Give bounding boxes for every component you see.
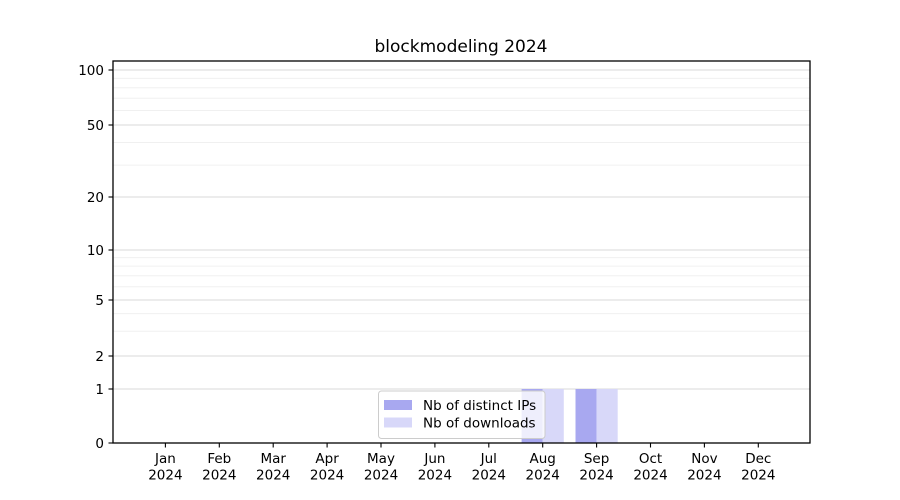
chart-title: blockmodeling 2024 (375, 37, 548, 57)
x-tick-label-month-sep: Sep (584, 451, 609, 467)
plot-frame (112, 60, 811, 444)
x-tick-label-year-jul: 2024 (472, 468, 506, 484)
legend: Nb of distinct IPs Nb of downloads (378, 390, 546, 439)
x-tick-label-month-apr: Apr (315, 451, 339, 467)
x-tick-label-month-jul: Jul (480, 451, 497, 467)
bar-downloads-aug (542, 389, 564, 443)
x-tick-label-month-oct: Oct (639, 451, 662, 467)
x-tick-label-month-dec: Dec (745, 451, 771, 467)
major-gridlines (113, 69, 810, 390)
y-tick-label-50: 50 (87, 118, 104, 134)
x-tick-label-year-mar: 2024 (256, 468, 290, 484)
x-tick-label-year-jun: 2024 (418, 468, 452, 484)
x-tick-label-year-sep: 2024 (579, 468, 613, 484)
x-tick-label-year-jan: 2024 (148, 468, 182, 484)
legend-label-downloads: Nb of downloads (423, 416, 536, 432)
x-tick-label-year-aug: 2024 (526, 468, 560, 484)
legend-swatch-downloads (384, 417, 412, 428)
y-tick-label-100: 100 (78, 63, 104, 79)
y-tick-label-1: 1 (95, 382, 104, 398)
axes: 0125102050100Jan2024Feb2024Mar2024Apr202… (78, 63, 775, 484)
bar-downloads-sep (596, 389, 618, 443)
x-tick-label-month-jun: Jun (423, 451, 445, 467)
x-tick-label-month-mar: Mar (260, 451, 286, 467)
x-tick-label-year-feb: 2024 (202, 468, 236, 484)
y-tick-label-2: 2 (95, 349, 104, 365)
x-tick-label-month-aug: Aug (530, 451, 556, 467)
x-tick-label-year-may: 2024 (364, 468, 398, 484)
x-tick-label-month-jan: Jan (154, 451, 176, 467)
y-tick-label-5: 5 (95, 293, 104, 309)
x-tick-label-month-feb: Feb (207, 451, 231, 467)
x-tick-label-year-dec: 2024 (741, 468, 775, 484)
legend-label-distinct-ips: Nb of distinct IPs (423, 398, 536, 414)
x-tick-label-year-apr: 2024 (310, 468, 344, 484)
x-tick-label-year-oct: 2024 (633, 468, 667, 484)
minor-gridlines (113, 77, 810, 332)
y-tick-label-20: 20 (87, 190, 104, 206)
y-tick-label-10: 10 (87, 243, 104, 259)
bar-distinct-ips-sep (575, 389, 597, 443)
y-tick-label-0: 0 (95, 436, 104, 452)
x-tick-label-month-may: May (367, 451, 395, 467)
legend-swatch-distinct-ips (384, 400, 412, 410)
x-tick-label-month-nov: Nov (691, 451, 717, 467)
legend-box (378, 390, 546, 439)
x-tick-label-year-nov: 2024 (687, 468, 721, 484)
